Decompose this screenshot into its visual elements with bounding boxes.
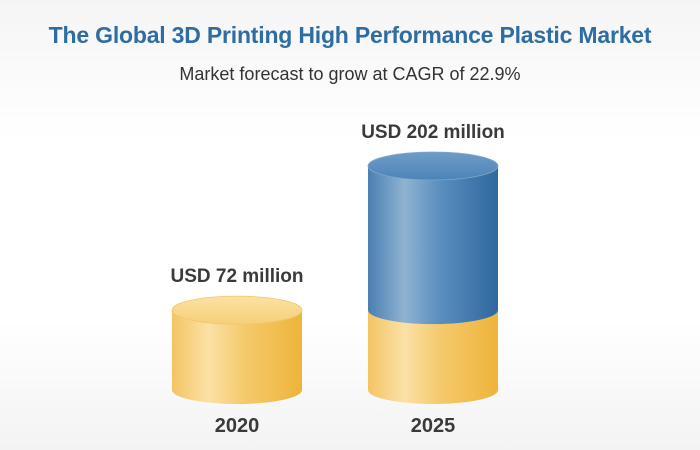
category-label: 2020: [215, 415, 260, 437]
chart-title: The Global 3D Printing High Performance …: [48, 22, 652, 48]
bar-base-segment-2025: [368, 310, 498, 404]
category-label: 2025: [411, 415, 456, 437]
chart-subtitle: Market forecast to grow at CAGR of 22.9%: [179, 64, 521, 84]
bar-top-cap-2025: [367, 151, 499, 181]
bar-growth-segment-2025: [368, 166, 498, 325]
value-label: USD 202 million: [361, 122, 505, 143]
bar-base-segment-2020: [172, 310, 302, 404]
bar-top-cap-2020: [171, 295, 303, 325]
value-label: USD 72 million: [170, 266, 303, 287]
